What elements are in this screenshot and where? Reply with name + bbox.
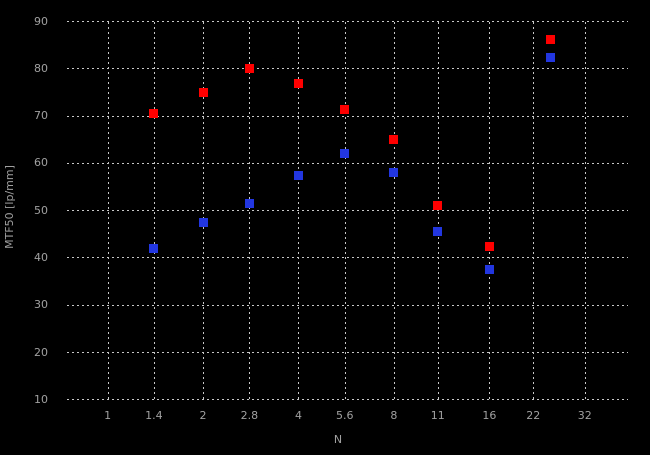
red-series-point [293, 78, 303, 88]
y-tick-label: 30 [34, 298, 48, 312]
red-series-point [433, 201, 443, 211]
v-gridline [489, 21, 491, 400]
red-series-point [340, 104, 350, 114]
v-gridline [584, 21, 586, 400]
blue-series-point [389, 168, 399, 178]
v-gridline [153, 21, 155, 400]
h-gridline [67, 210, 628, 212]
x-axis-title: N [333, 433, 343, 446]
x-tick-label: 5.6 [336, 409, 354, 422]
v-gridline [393, 21, 395, 400]
v-gridline [437, 21, 439, 400]
x-tick-label: 2.8 [240, 409, 259, 422]
y-tick-label: 50 [34, 203, 48, 217]
h-gridline [67, 162, 628, 164]
blue-series-point [149, 244, 159, 254]
blue-series-point [484, 265, 494, 275]
y-tick-label: 20 [34, 345, 48, 359]
h-gridline [67, 352, 628, 354]
y-tick-label: 90 [34, 14, 48, 28]
red-series-point [198, 88, 208, 97]
x-tick-label: 11 [430, 409, 445, 422]
x-tick-label: 1 [104, 409, 112, 422]
v-gridline [203, 21, 205, 400]
y-tick-label: 60 [34, 156, 48, 170]
h-gridline [67, 21, 628, 23]
blue-series-point [433, 227, 443, 237]
blue-series-point [293, 170, 303, 180]
h-gridline [67, 257, 628, 259]
y-tick-label: 70 [34, 109, 48, 123]
x-tick-label: 32 [577, 409, 592, 422]
x-tick-label: 2 [199, 409, 207, 422]
v-gridline [533, 21, 535, 400]
blue-series-point [244, 199, 254, 209]
y-tick-label: 40 [34, 250, 48, 264]
y-axis-title: MTF50 [lp/mm] [3, 165, 16, 249]
red-series-point [484, 241, 494, 251]
h-gridline [67, 304, 628, 306]
x-tick-label: 4 [294, 409, 302, 422]
blue-series-legend-swatch [546, 53, 555, 62]
x-tick-label: 16 [482, 409, 497, 422]
blue-series-point [198, 218, 208, 228]
y-tick-label: 10 [34, 392, 48, 406]
v-gridline [249, 21, 251, 400]
x-tick-label: 8 [390, 409, 398, 422]
h-gridline [67, 68, 628, 70]
red-series-point [149, 109, 159, 119]
h-gridline [67, 115, 628, 117]
x-tick-label: 1.4 [145, 409, 163, 422]
red-series-point [244, 64, 254, 74]
red-series-point [389, 135, 399, 145]
x-tick-label: 22 [526, 409, 541, 422]
blue-series-point [340, 149, 350, 159]
h-gridline [67, 399, 628, 401]
v-gridline [298, 21, 300, 400]
v-gridline [344, 21, 346, 400]
y-tick-label: 80 [34, 61, 48, 75]
v-gridline [107, 21, 109, 400]
red-series-legend-swatch [546, 35, 555, 44]
